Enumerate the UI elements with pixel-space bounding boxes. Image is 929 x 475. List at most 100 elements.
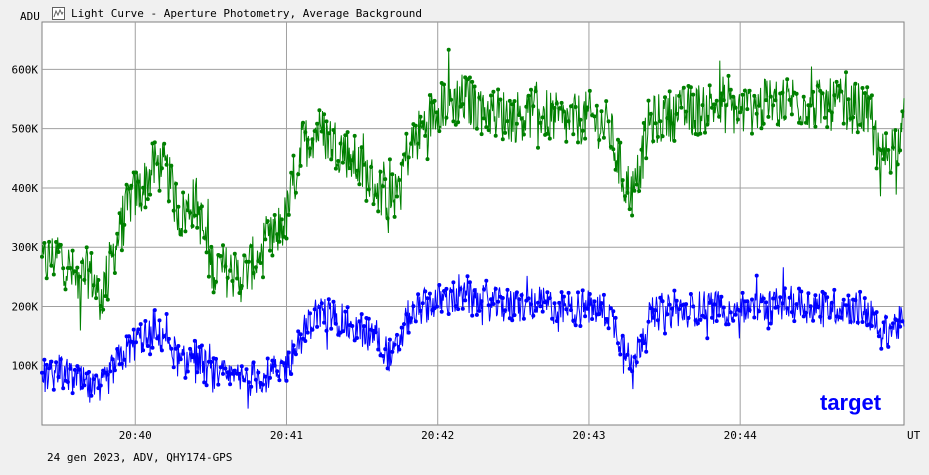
data-point [319,301,324,306]
data-point [557,300,562,305]
data-point [47,366,52,371]
data-point [432,98,437,103]
data-point [331,128,336,132]
data-point [881,157,886,162]
data-point [667,89,672,94]
data-point [72,367,77,372]
data-point [811,89,816,94]
data-point [397,347,402,352]
data-point [251,271,256,276]
data-point [423,289,428,294]
data-point [540,309,545,314]
data-point [639,333,644,338]
y-tick-label: 100K [12,360,39,373]
data-point [714,319,719,323]
data-point [526,296,531,301]
data-point [416,141,421,146]
data-point [418,308,423,313]
data-point [340,329,345,334]
data-point [199,343,204,348]
data-point [789,310,794,315]
data-point [324,119,329,124]
data-point [277,239,282,244]
data-point [124,182,129,187]
data-point [115,347,120,351]
data-point [564,307,569,312]
data-point [444,286,449,291]
data-point [583,314,588,319]
data-point [390,349,395,354]
data-point [606,326,611,331]
data-point [404,312,409,317]
data-point [195,225,200,230]
data-point [604,99,609,104]
data-point [404,131,409,136]
data-point [317,305,322,310]
data-point [141,348,146,353]
data-point [68,266,73,270]
data-point [846,97,851,102]
data-point [225,370,230,375]
data-point [237,291,242,295]
data-point [164,162,169,167]
data-point [587,292,592,296]
data-point [677,93,682,98]
data-point [658,295,663,300]
data-point [540,115,545,120]
data-point [91,283,96,288]
data-point [738,308,743,313]
data-point [874,166,879,171]
data-point [183,375,188,380]
data-point [597,138,602,142]
data-point [87,268,91,273]
data-point [536,145,540,150]
data-point [688,85,693,90]
data-point [611,147,616,152]
data-point [672,138,677,143]
data-point [893,128,898,133]
data-point [576,290,580,295]
data-point [505,119,510,124]
data-point [775,304,780,309]
data-point [524,104,529,109]
data-point [735,117,740,122]
data-point [261,275,265,280]
data-point [268,248,272,253]
data-point [56,250,61,254]
data-point [794,302,799,307]
data-point [557,106,562,111]
data-point [623,355,627,360]
data-point [726,322,731,327]
data-point [740,92,745,97]
y-axis-label: ADU [20,10,40,23]
data-point [162,334,167,339]
data-point [787,97,792,102]
data-point [129,183,134,188]
data-point [599,109,604,114]
data-point [296,172,301,177]
data-point [237,371,242,376]
data-point [742,88,747,93]
data-point [587,88,592,93]
data-point [764,300,769,305]
data-point [89,393,94,398]
data-point [625,352,630,357]
data-point [747,88,752,93]
data-point [493,286,498,291]
data-point [580,128,585,133]
data-point [547,296,552,301]
data-point [239,284,244,288]
data-point [705,336,710,341]
data-point [206,274,211,279]
data-point [474,312,479,317]
data-point [681,85,686,90]
data-point [96,278,101,282]
data-point [844,70,848,75]
data-point [837,83,841,88]
data-point [496,299,501,304]
data-point [521,132,526,137]
data-point [293,190,298,195]
data-point [49,263,54,268]
data-point [350,158,355,163]
data-point [110,357,115,362]
